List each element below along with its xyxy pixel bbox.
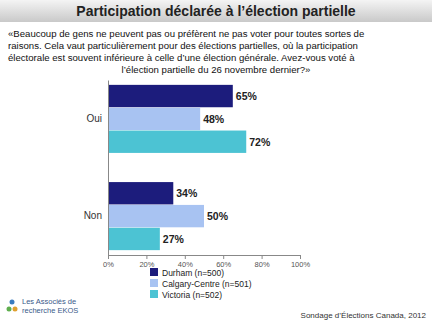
legend-swatch [150,290,158,298]
data-label: 72% [249,136,271,148]
data-label: 27% [163,233,185,245]
tick: 0% [103,255,114,269]
bar [108,131,246,153]
tick-mark [185,255,186,259]
subtitle: «Beaucoup de gens ne peuvent pas ou préf… [8,28,364,39]
tick-label: 80% [255,260,270,269]
title-bar [0,0,432,22]
tick-label: 100% [291,260,311,269]
data-label: 34% [176,187,198,199]
axis-line [109,255,301,256]
data-label: 50% [207,210,229,222]
bar [108,205,204,227]
bars [108,85,246,250]
data-label: 65% [236,90,258,102]
tick: Oui [86,113,102,124]
tick-label: 0% [103,260,114,269]
bar [108,228,160,250]
tick: 100% [291,255,311,269]
legend-label: Durham (n=500) [162,268,224,278]
tick-mark [262,255,263,259]
legend-label: Calgary-Centre (n=501) [162,279,252,289]
bar [108,85,233,107]
title: Participation déclarée à l’élection part… [76,3,356,19]
bar [108,108,200,130]
y-axis: Oui Non [84,81,109,256]
logo-dot [7,307,12,312]
tick-mark [300,255,301,259]
tick-mark [108,255,109,259]
tick: Non [84,210,102,221]
logo-text: Les Associés de [22,297,76,306]
logo-text: recherche EKOS [22,306,78,315]
axis-line [108,81,109,256]
tick: 20% [139,255,154,269]
subtitle: électorale est souvent inférieure à cell… [8,52,355,63]
source: Sondage d’Élections Canada, 2012 [301,311,427,320]
subtitle: raisons. Cela vaut particulièrement pour… [8,40,358,51]
logo-dot [10,300,15,305]
legend-label: Victoria (n=502) [162,290,222,300]
tick-mark [223,255,224,259]
data-labels: 65% 34% 48% 50% 72% 27% [163,90,271,245]
category-label: Oui [86,113,102,124]
data-label: 48% [203,113,225,125]
logo: Les Associés derecherche EKOS [7,297,79,315]
logo-dot [13,307,18,312]
legend-swatch [150,279,158,287]
tick: 80% [255,255,270,269]
bar [108,182,173,204]
subtitle: l’élection partielle du 26 novembre dern… [122,64,311,75]
legend-swatch [150,268,158,276]
tick-label: 20% [139,260,154,269]
legend: Durham (n=500)Calgary-Centre (n=501)Vict… [150,268,252,300]
tick-mark [146,255,147,259]
category-label: Non [84,210,102,221]
chart: Participation déclarée à l’élection part… [0,0,432,324]
